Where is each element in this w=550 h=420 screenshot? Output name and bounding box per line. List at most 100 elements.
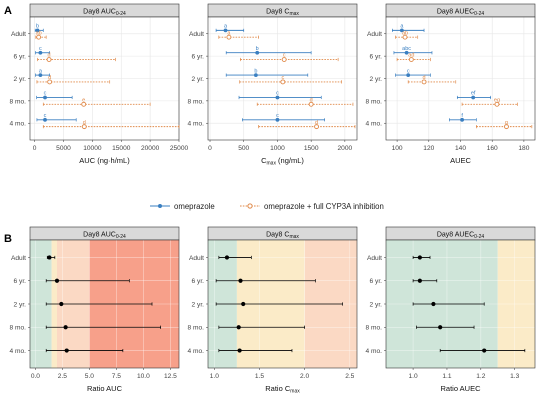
x-axis-label: Ratio AUC: [87, 384, 123, 393]
data-point: [406, 73, 411, 77]
significance-label: ab: [402, 30, 408, 36]
y-tick-label: 4 mo.: [366, 348, 383, 355]
data-point: [226, 34, 232, 40]
data-point: [38, 50, 43, 55]
significance-label: eg: [494, 97, 500, 103]
x-axis-label: Cmax (ng/mL): [261, 156, 304, 167]
significance-label: e: [82, 97, 85, 103]
data-point: [241, 301, 246, 307]
data-point: [408, 57, 414, 62]
x-tick-label: 10.0: [137, 373, 150, 380]
significance-label: abc: [402, 46, 411, 52]
data-point: [280, 79, 286, 85]
y-tick-label: Adult: [189, 31, 204, 38]
x-tick-label: 10000: [83, 145, 102, 152]
data-point: [81, 101, 87, 107]
data-point: [504, 124, 509, 130]
facet-title: Day8 AUC0-24: [83, 9, 126, 18]
data-point: [237, 348, 242, 353]
data-point: [224, 255, 230, 260]
y-tick-label: 2 yr.: [192, 76, 205, 83]
y-tick-label: 8 mo.: [366, 98, 383, 105]
y-tick-label: 2 yr.: [14, 76, 27, 83]
data-point: [482, 348, 487, 353]
y-tick-label: 8 mo.: [366, 325, 383, 332]
y-tick-label: 6 yr.: [192, 54, 205, 61]
y-tick-label: 6 yr.: [14, 54, 27, 61]
chart-panel-3: Day8 AUEC0-24 Adult 6 yr. 2 yr. 8 mo. 4 mo. 10…: [366, 3, 536, 165]
y-tick-label: 2 yr.: [370, 301, 383, 308]
significance-label: b: [256, 46, 259, 52]
y-tick-label: 4 mo.: [366, 121, 383, 128]
significance-label: d: [315, 120, 318, 126]
x-tick-label: 1.5: [255, 373, 264, 380]
data-point: [81, 124, 87, 130]
significance-label: c: [44, 91, 47, 97]
chart-panel-4: Day8 AUC0-24 Adult 6 yr. 2 yr. 8 mo. 4 mo. 0.0…: [10, 226, 180, 393]
x-tick-label: 180: [518, 145, 529, 152]
data-point: [64, 348, 69, 353]
facet-title: Day8 AUEC0-24: [437, 232, 485, 241]
significance-label: ad: [408, 53, 414, 59]
legend: omeprazole omeprazole + full CYP3A inhibi…: [150, 202, 384, 211]
x-tick-label: 5000: [56, 145, 71, 152]
data-point: [431, 301, 436, 307]
facet-title: Day8 AUC0-24: [83, 232, 126, 241]
data-point: [308, 101, 314, 107]
y-tick-label: 4 mo.: [10, 121, 27, 128]
y-tick-label: 8 mo.: [10, 98, 27, 105]
y-tick-label: 2 yr.: [192, 301, 205, 308]
x-axis-label: Ratio AUEC: [440, 384, 481, 393]
data-point: [402, 34, 408, 40]
facet-title: Day8 Cmax: [266, 9, 299, 18]
x-tick-label: 2.5: [345, 373, 354, 380]
x-tick-label: 25000: [170, 145, 189, 152]
data-point: [36, 34, 42, 40]
data-point: [404, 50, 409, 55]
significance-label: b: [254, 68, 257, 74]
data-point: [275, 117, 280, 122]
x-tick-label: 1.0: [409, 373, 418, 380]
x-tick-label: 2.5: [58, 373, 67, 380]
significance-label: c: [276, 113, 279, 119]
data-point: [281, 57, 287, 62]
significance-label: c: [281, 75, 284, 81]
data-point: [59, 301, 64, 307]
significance-label: a: [224, 24, 228, 30]
data-point: [35, 28, 40, 33]
x-tick-label: 20000: [141, 145, 160, 152]
data-point: [421, 79, 427, 85]
data-point: [238, 278, 243, 283]
y-tick-label: 2 yr.: [370, 76, 383, 83]
y-tick-label: 4 mo.: [188, 348, 205, 355]
significance-label: a: [227, 30, 231, 36]
data-point: [417, 255, 422, 260]
data-point: [275, 95, 280, 100]
y-tick-label: 4 mo.: [10, 348, 27, 355]
chart-panel-2: Day8 Cmax Adult 6 yr. 2 yr. 8 mo. 4 mo. 0 500 10…: [188, 3, 358, 167]
chart-panel-6: Day8 AUEC0-24 Adult 6 yr. 2 yr. 8 mo. 4 mo. 1.…: [366, 226, 536, 393]
significance-label: d: [310, 97, 313, 103]
y-tick-label: 2 yr.: [14, 301, 27, 308]
x-tick-label: 100: [392, 145, 403, 152]
data-point: [47, 79, 53, 85]
significance-label: c: [407, 68, 410, 74]
y-tick-label: 8 mo.: [188, 98, 205, 105]
x-tick-label: 500: [238, 145, 249, 152]
data-point: [38, 73, 43, 77]
x-tick-label: 0: [33, 145, 37, 152]
significance-label: ab: [36, 30, 42, 36]
x-tick-label: 1500: [304, 145, 319, 152]
y-tick-label: 6 yr.: [192, 278, 205, 285]
x-tick-label: 15000: [112, 145, 131, 152]
data-point: [63, 325, 68, 330]
x-tick-label: 1.0: [210, 373, 219, 380]
significance-label: c: [276, 91, 279, 97]
y-tick-label: 6 yr.: [14, 278, 27, 285]
data-point: [253, 73, 258, 77]
data-point: [314, 124, 319, 130]
x-tick-label: 12.5: [164, 373, 177, 380]
x-tick-label: 7.5: [112, 373, 121, 380]
significance-label: d: [48, 53, 51, 59]
